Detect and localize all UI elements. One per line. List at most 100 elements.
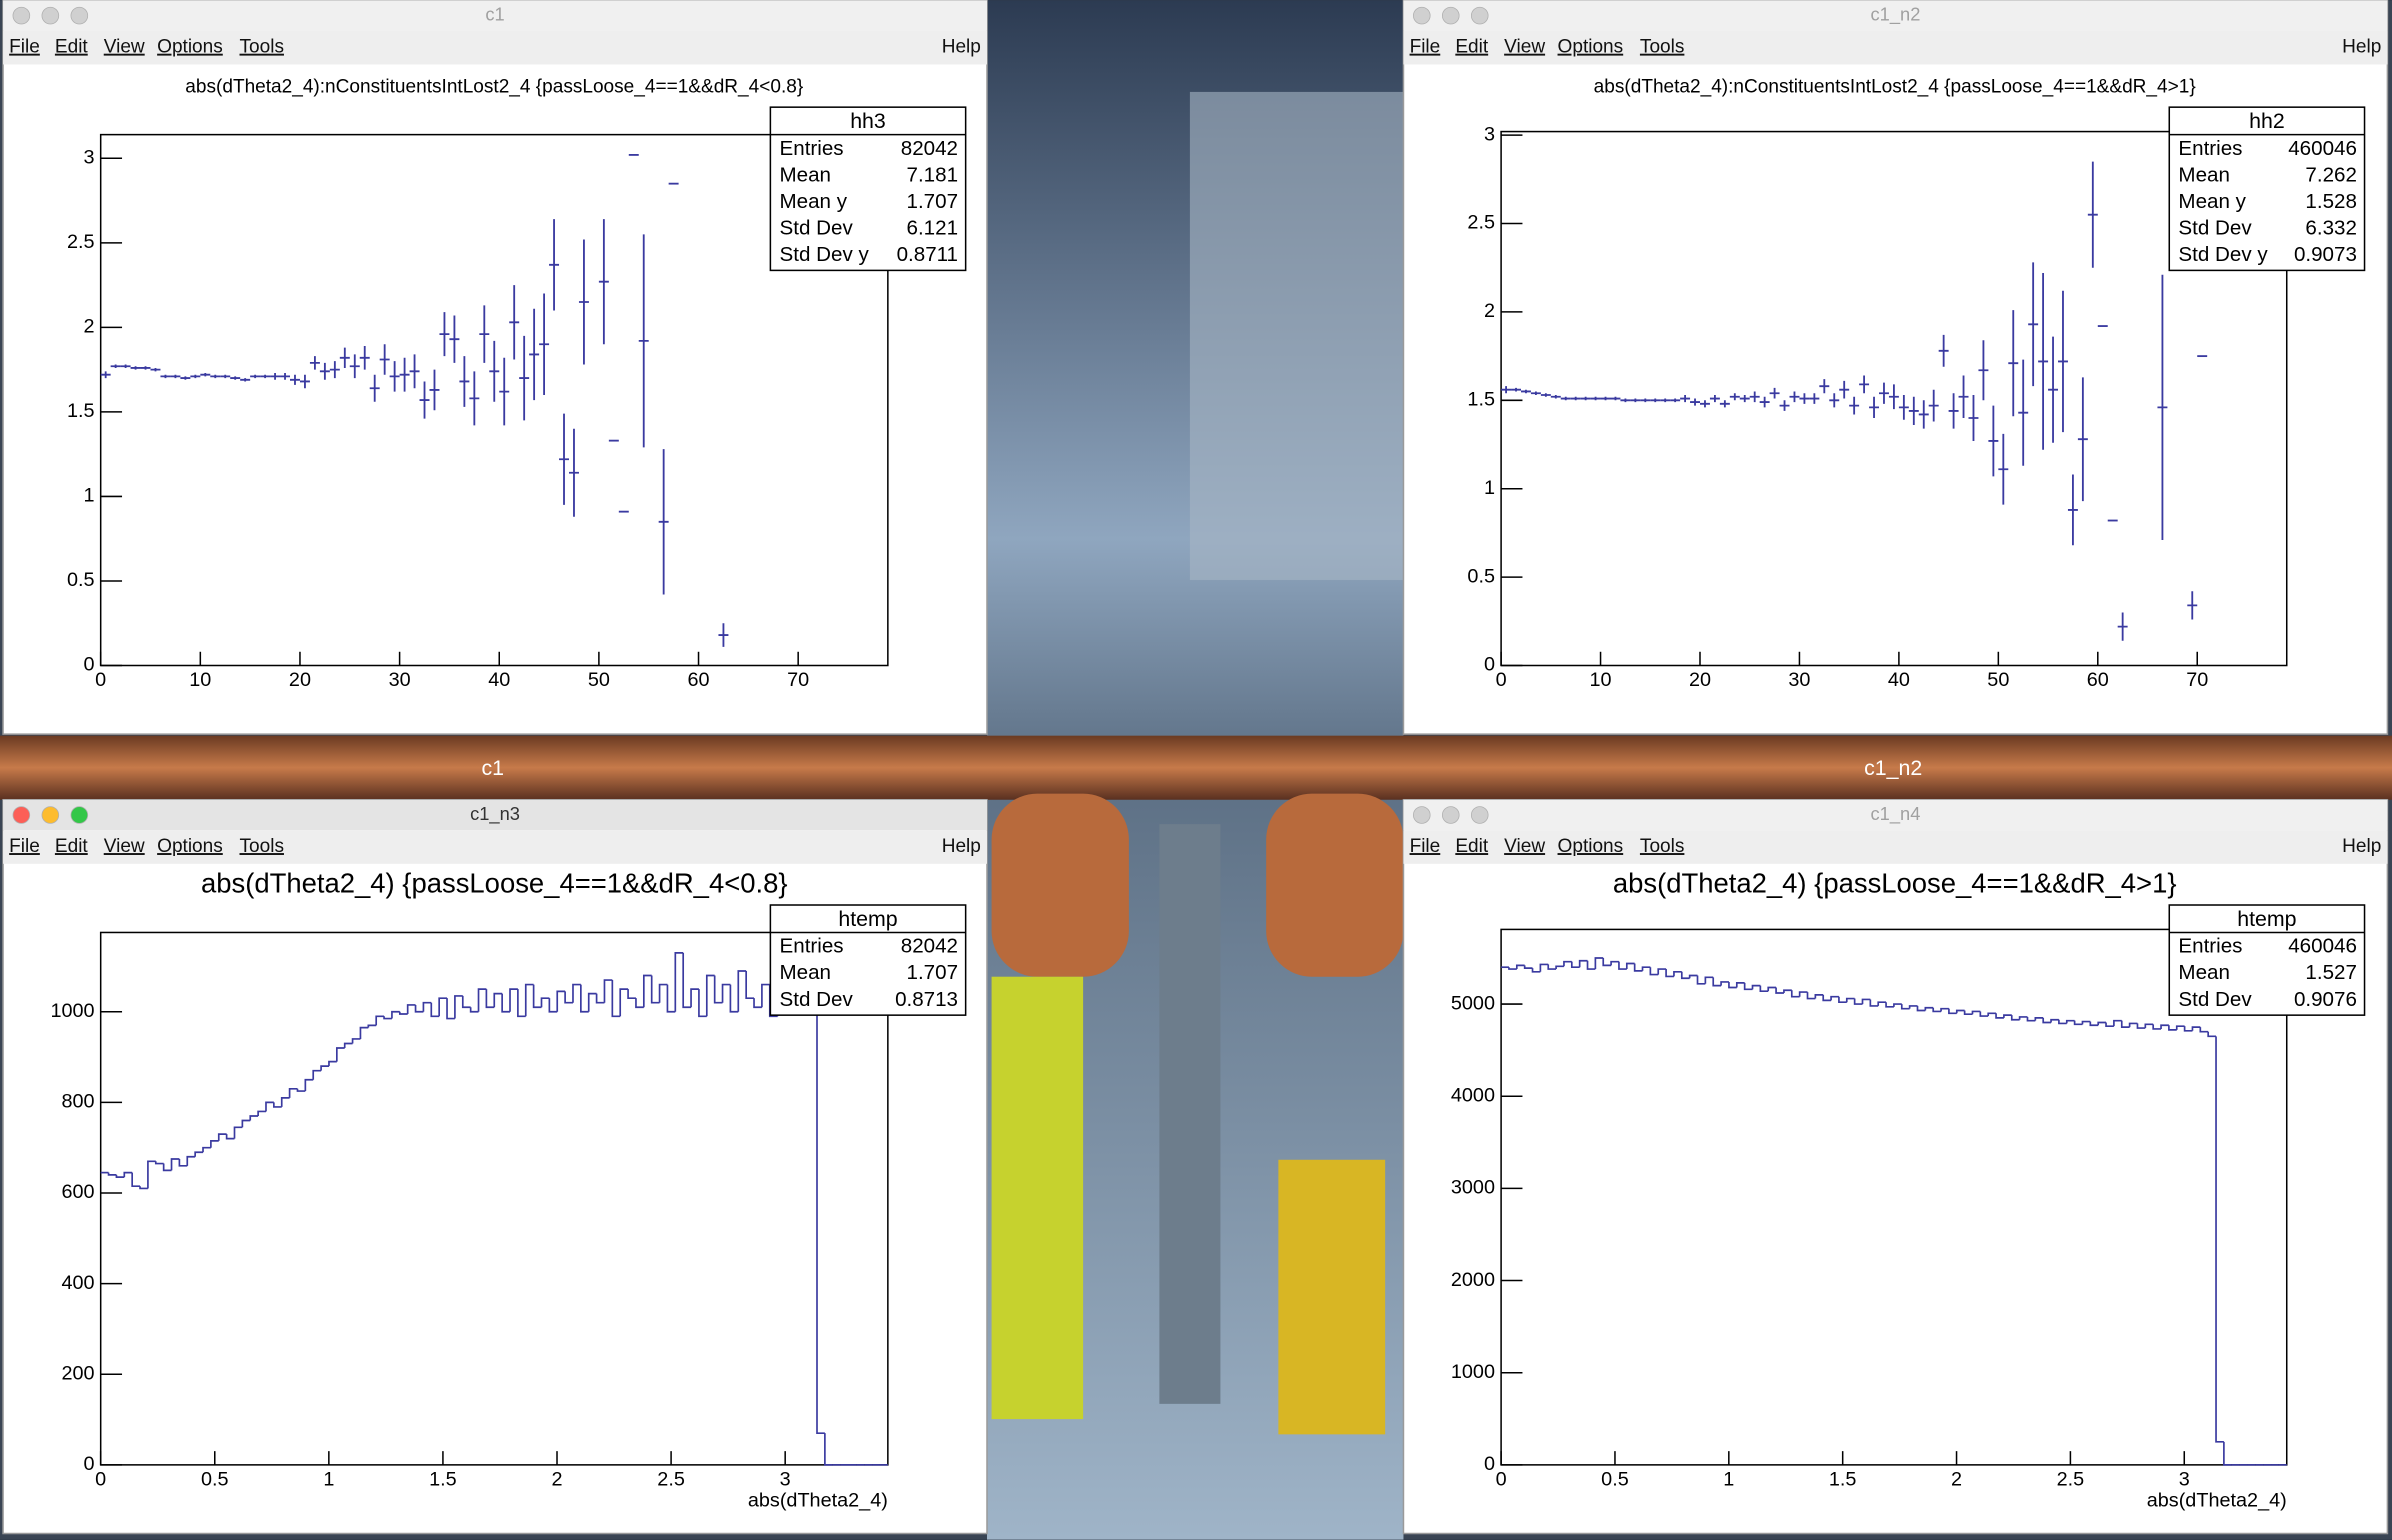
x-tick-label: 60 bbox=[2087, 669, 2109, 691]
window-button[interactable] bbox=[1470, 6, 1489, 25]
histogram-bin bbox=[367, 1024, 377, 1028]
y-tick-label: 3000 bbox=[1451, 1177, 1495, 1199]
stats-value: 0.9073 bbox=[2294, 243, 2357, 266]
histogram-bin bbox=[611, 980, 621, 1018]
error-bar-point bbox=[1600, 396, 1611, 401]
histogram-bin bbox=[1547, 964, 1557, 970]
wallpaper-band bbox=[0, 735, 2392, 800]
histogram-bin bbox=[469, 1007, 479, 1013]
error-bar-point bbox=[449, 315, 460, 363]
histogram-bin bbox=[1625, 962, 1635, 970]
menu-item[interactable]: File bbox=[9, 836, 40, 857]
error-bar-point bbox=[1869, 396, 1880, 418]
stats-label: Std Dev bbox=[780, 216, 854, 239]
histogram-bin bbox=[1869, 999, 1879, 1007]
histogram-bin bbox=[1932, 1007, 1942, 1013]
stats-label: Mean y bbox=[780, 190, 848, 213]
error-bar-point bbox=[1968, 395, 1979, 441]
menu-help[interactable]: Help bbox=[942, 37, 981, 58]
menu-item[interactable]: Options bbox=[1558, 37, 1624, 58]
histogram-bin bbox=[2207, 1031, 2217, 1038]
window-button[interactable] bbox=[1413, 806, 1431, 824]
window-button[interactable] bbox=[70, 6, 89, 25]
window-button[interactable] bbox=[70, 806, 89, 824]
error-bar-point bbox=[1938, 334, 1949, 367]
error-bar-point bbox=[359, 345, 370, 370]
histogram-bin bbox=[2223, 1441, 2232, 1466]
x-tick-label: 50 bbox=[1987, 669, 2009, 691]
histogram-bin bbox=[1633, 963, 1643, 972]
menu-item[interactable]: Edit bbox=[55, 37, 89, 58]
x-tick-label: 2 bbox=[1951, 1468, 1962, 1490]
window-button[interactable] bbox=[1441, 6, 1460, 25]
y-tick-label: 0 bbox=[1484, 1453, 1495, 1475]
stats-value: 82042 bbox=[901, 935, 958, 958]
stats-label: Entries bbox=[2178, 935, 2242, 958]
histogram-bin bbox=[1783, 989, 1792, 994]
stats-label: Std Dev bbox=[780, 988, 854, 1011]
histogram-bin bbox=[501, 993, 511, 1013]
menu-item[interactable]: Edit bbox=[1455, 836, 1489, 857]
menu-bar bbox=[1403, 30, 2388, 65]
menu-item[interactable]: Tools bbox=[240, 836, 284, 857]
stats-label: Mean bbox=[2178, 961, 2229, 984]
window-button[interactable] bbox=[12, 806, 31, 824]
wallpaper-rack bbox=[1159, 824, 1221, 1404]
menu-item[interactable]: View bbox=[104, 836, 145, 857]
histogram-bin bbox=[517, 989, 526, 1018]
menu-item[interactable]: File bbox=[1410, 836, 1441, 857]
stats-value: 460046 bbox=[2288, 137, 2357, 160]
menu-item[interactable]: Tools bbox=[240, 37, 284, 58]
histogram-bin bbox=[1523, 965, 1533, 969]
x-tick-label: 3 bbox=[2179, 1468, 2190, 1490]
y-tick-label: 600 bbox=[61, 1181, 94, 1203]
menu-item[interactable]: Edit bbox=[55, 836, 89, 857]
stats-name: hh2 bbox=[2249, 109, 2285, 133]
error-bar-point bbox=[419, 381, 430, 419]
menu-item[interactable]: Options bbox=[157, 37, 223, 58]
window-button[interactable] bbox=[1470, 806, 1489, 824]
histogram-bin bbox=[1586, 960, 1596, 970]
error-bar-point bbox=[539, 293, 550, 395]
error-bar-point bbox=[1879, 382, 1889, 404]
error-bar-point bbox=[578, 239, 589, 365]
menu-help[interactable]: Help bbox=[2342, 37, 2381, 58]
histogram-bin bbox=[2175, 1025, 2185, 1030]
error-bar-point bbox=[200, 373, 211, 377]
menu-item[interactable]: Edit bbox=[1455, 37, 1489, 58]
error-bar-point bbox=[1511, 387, 1521, 392]
window-title: c1 bbox=[485, 3, 504, 24]
x-tick-label: 10 bbox=[189, 669, 211, 691]
menu-item[interactable]: Options bbox=[157, 836, 223, 857]
menu-item[interactable]: Options bbox=[1558, 836, 1624, 857]
menu-item[interactable]: Tools bbox=[1640, 37, 1684, 58]
error-bar-point bbox=[429, 369, 440, 411]
error-bar-point bbox=[1908, 396, 1919, 426]
error-bar-point bbox=[529, 308, 540, 401]
stats-label: Std Dev bbox=[2178, 216, 2252, 239]
window-button[interactable] bbox=[1413, 6, 1431, 25]
histogram-bin bbox=[1555, 965, 1564, 970]
window-button[interactable] bbox=[12, 6, 31, 25]
menu-help[interactable]: Help bbox=[2342, 836, 2381, 857]
stats-value: 6.332 bbox=[2305, 216, 2357, 239]
error-bar-point bbox=[1809, 393, 1820, 404]
window-button[interactable] bbox=[1441, 806, 1460, 824]
window-button[interactable] bbox=[41, 806, 60, 824]
histogram-bin bbox=[1924, 1006, 1934, 1011]
histogram-bin bbox=[1602, 957, 1612, 967]
stats-value: 1.527 bbox=[2305, 961, 2357, 984]
plot-frame bbox=[99, 133, 889, 667]
window-button[interactable] bbox=[41, 6, 60, 25]
x-tick-label: 10 bbox=[1590, 669, 1612, 691]
menu-item[interactable]: File bbox=[9, 37, 40, 58]
menu-item[interactable]: View bbox=[1504, 37, 1545, 58]
menu-item[interactable]: File bbox=[1410, 37, 1441, 58]
stats-label: Std Dev y bbox=[780, 243, 870, 266]
y-tick-label: 2000 bbox=[1451, 1269, 1495, 1291]
menu-item[interactable]: Tools bbox=[1640, 836, 1684, 857]
menu-item[interactable]: View bbox=[1504, 836, 1545, 857]
menu-item[interactable]: View bbox=[104, 37, 145, 58]
x-tick-label: 0.5 bbox=[201, 1468, 229, 1490]
menu-help[interactable]: Help bbox=[942, 836, 981, 857]
